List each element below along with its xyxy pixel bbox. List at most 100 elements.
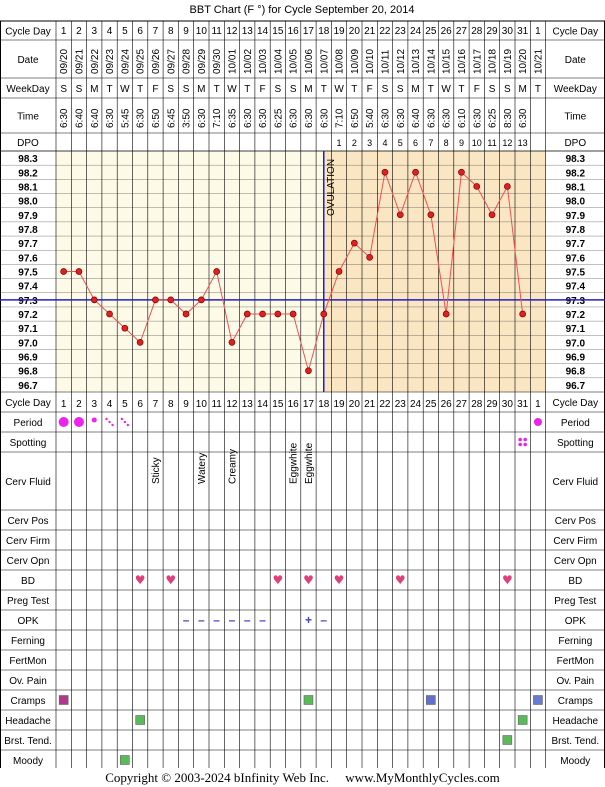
temperature-point: [504, 183, 511, 190]
date-cell: 10/04: [273, 49, 284, 74]
time-cell: 6:30: [289, 108, 300, 128]
temperature-point: [412, 168, 419, 176]
cycle-day-cell-bottom: 21: [364, 399, 376, 410]
weekday-cell: M: [90, 84, 98, 95]
dpo-cell: 9: [459, 138, 464, 148]
y-tick-label-left: 98.2: [18, 168, 38, 179]
cycle-day-cell: 4: [107, 26, 113, 37]
row-label-cerv_fluid: Cerv Fluid: [5, 477, 51, 488]
cycle-day-cell: 18: [318, 26, 330, 37]
date-cell: 09/22: [90, 49, 101, 74]
date-cell: 10/21: [533, 49, 544, 74]
cycle-day-cell: 25: [425, 26, 437, 37]
bd-heart-icon: ♥: [303, 573, 314, 587]
y-tick-label-right: 98.1: [566, 182, 586, 193]
cerv-fluid-entry: Creamy: [227, 449, 238, 484]
period-light-marker: [91, 417, 97, 423]
date-cell: 10/09: [350, 49, 361, 74]
date-cell: 10/05: [289, 49, 300, 74]
weekday-cell: T: [137, 84, 143, 95]
spotting-dot: [523, 442, 527, 447]
cycle-day-cell-bottom: 7: [153, 399, 159, 410]
temperature-point: [427, 211, 435, 219]
y-tick-label-left: 97.5: [18, 268, 38, 279]
period-spotting-dot: [111, 423, 114, 427]
row-label-ferning: Ferning: [11, 636, 45, 647]
temperature-point: [259, 310, 266, 318]
time-cell: 5:45: [120, 108, 131, 128]
y-tick-label-right: 97.6: [566, 253, 586, 264]
site-link[interactable]: www.MyMonthlyCycles.com: [345, 770, 500, 785]
cycle-day-cell-bottom: 31: [517, 399, 529, 410]
row-label-right-period: Period: [561, 418, 590, 429]
temperature-point: [167, 296, 175, 304]
y-tick-label-right: 97.5: [566, 268, 586, 279]
temperature-point: [305, 367, 312, 375]
row-label-right-spotting: Spotting: [557, 438, 594, 449]
time-cell: 6:30: [319, 108, 330, 128]
pre-ovulation-area: [56, 151, 324, 392]
cycle-day-cell-bottom: 23: [395, 399, 407, 410]
date-cell: 10/12: [396, 49, 407, 74]
copyright-text: Copyright © 2003-2024 bInfinity Web Inc.: [105, 770, 330, 785]
weekday-cell: S: [60, 84, 67, 95]
date-cell: 09/25: [136, 49, 147, 74]
cycle-day-cell: 7: [153, 26, 159, 37]
row-label-spotting: Spotting: [10, 438, 47, 449]
cycle-day-cell-bottom: 24: [410, 399, 422, 410]
y-tick-label-left: 98.0: [18, 197, 38, 208]
row-label-right-cycle_day: Cycle Day: [553, 27, 599, 38]
weekday-cell: S: [290, 84, 297, 95]
cramps-marker: [533, 695, 543, 705]
row-label-right-bd: BD: [568, 576, 582, 587]
row-label-weekday: WeekDay: [6, 84, 49, 95]
y-tick-label-right: 97.3: [566, 296, 586, 307]
opk-negative: –: [320, 613, 327, 627]
cycle-day-cell-bottom: 18: [318, 399, 330, 410]
weekday-cell: F: [152, 84, 158, 95]
dpo-cell: 8: [444, 138, 449, 148]
cycle-day-cell: 28: [471, 26, 483, 37]
cycle-day-cell-bottom: 10: [196, 399, 208, 410]
cycle-day-cell: 5: [122, 26, 128, 37]
dpo-cell: 5: [398, 138, 403, 148]
row-label-cerv_opn: Cerv Opn: [7, 556, 50, 567]
cycle-day-cell: 3: [91, 26, 97, 37]
row-label-bd: BD: [21, 576, 35, 587]
time-cell: 6:10: [457, 108, 468, 128]
cycle-day-cell: 13: [242, 26, 254, 37]
date-cell: 10/17: [472, 49, 483, 74]
row-label-period: Period: [14, 418, 43, 429]
bd-heart-icon: ♥: [272, 573, 283, 587]
time-cell: 6:30: [105, 108, 116, 128]
y-tick-label-left: 96.8: [18, 367, 38, 378]
weekday-cell: T: [428, 84, 434, 95]
cycle-day-cell-bottom: 14: [257, 399, 269, 410]
weekday-cell: S: [397, 84, 404, 95]
period-spotting-dot: [126, 423, 130, 427]
time-cell: 6:30: [304, 108, 315, 128]
period-spotting-dot: [123, 420, 127, 424]
opk-negative: –: [213, 613, 220, 627]
cycle-day-cell: 17: [303, 26, 315, 37]
row-label-right-headache: Headache: [553, 716, 599, 727]
temperature-point: [213, 268, 220, 275]
headache-marker: [135, 715, 145, 725]
temperature-point: [152, 296, 159, 304]
dpo-cell: 7: [428, 138, 433, 148]
cycle-day-cell: 12: [226, 26, 238, 37]
temperature-point: [182, 310, 190, 318]
cycle-day-cell-bottom: 30: [502, 399, 514, 410]
cycle-day-cell-bottom: 6: [137, 399, 143, 410]
time-cell: 6:30: [136, 108, 147, 128]
row-label-dpo: DPO: [17, 138, 39, 149]
post-ovulation-area: [323, 151, 546, 392]
date-cell: 09/24: [120, 49, 131, 74]
period-spotting-dot: [120, 417, 124, 421]
date-cell: 09/29: [197, 49, 208, 74]
weekday-cell: M: [411, 84, 419, 95]
y-tick-label-left: 97.4: [18, 282, 38, 293]
date-cell: 09/30: [212, 49, 223, 74]
weekday-cell: S: [504, 84, 511, 95]
y-tick-label-right: 97.2: [566, 310, 586, 321]
